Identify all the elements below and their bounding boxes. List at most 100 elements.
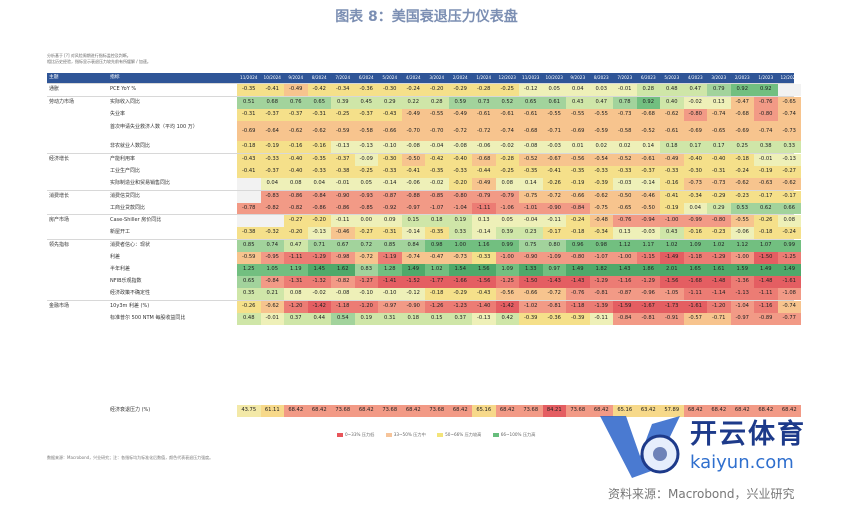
value-cell: -0.33 <box>448 165 472 178</box>
value-cell: 0.18 <box>401 312 425 325</box>
value-cell: -0.30 <box>378 84 402 96</box>
value-cell: 0.92 <box>730 84 754 96</box>
value-cell: -0.59 <box>237 252 261 265</box>
value-cell: -0.23 <box>707 227 731 240</box>
value-cell: -0.24 <box>401 84 425 96</box>
value-cell: 1.09 <box>683 240 707 253</box>
value-cell: 0.72 <box>354 240 378 253</box>
value-cell: 0.80 <box>542 240 566 253</box>
pressure-cell: 68.42 <box>448 405 472 417</box>
value-cell: 0.08 <box>777 215 801 228</box>
value-cell: 1.43 <box>613 264 637 277</box>
row-indicator: 利差 <box>110 254 121 261</box>
value-cell: -0.20 <box>425 84 449 96</box>
value-cell: -0.90 <box>542 202 566 215</box>
value-cell: -1.43 <box>566 276 590 289</box>
legend-swatch-mid <box>385 433 392 437</box>
value-cell: -0.01 <box>613 84 637 96</box>
value-cell: -0.85 <box>425 190 449 203</box>
value-cell: -0.44 <box>472 165 496 178</box>
value-cell: 1.56 <box>472 264 496 277</box>
value-cell: 0.65 <box>237 276 261 289</box>
value-cell: 0.09 <box>378 215 402 228</box>
value-cell: 0.14 <box>519 177 543 190</box>
value-cell: -0.98 <box>331 252 355 265</box>
pressure-cell: 68.42 <box>589 405 613 417</box>
value-cell: 1.49 <box>777 264 801 277</box>
value-cell: -0.58 <box>613 120 637 141</box>
header-month: 10/2023 <box>545 75 563 80</box>
value-cell: -1.67 <box>636 301 660 313</box>
value-cell: -0.09 <box>354 153 378 166</box>
value-cell: -0.29 <box>448 84 472 96</box>
value-cell: -0.29 <box>707 190 731 203</box>
value-cell: -1.29 <box>707 252 731 265</box>
value-cell: -0.89 <box>754 312 778 325</box>
value-cell: -0.19 <box>566 177 590 190</box>
value-cell: -0.88 <box>401 190 425 203</box>
row-indicator: 消费者信心：现状 <box>110 242 151 249</box>
value-cell: -0.80 <box>754 108 778 121</box>
table-row: 劳动力市场 实际收入同比 0.51 0.68 0.76 0.65 0.39 0.45 0.29 0… <box>47 95 801 109</box>
value-cell <box>237 190 261 203</box>
value-cell: -0.35 <box>237 84 261 96</box>
watermark-logo-icon <box>600 416 680 478</box>
value-cell: 1.62 <box>331 264 355 277</box>
value-cell: -0.71 <box>707 312 731 325</box>
row-indicator: 实际收入同比 <box>110 98 141 105</box>
table-row: 房产市场 Case-Shiller 房价同比 -0.27 -0.20 -0.11 0.00… <box>47 214 801 228</box>
value-cell: -0.87 <box>613 288 637 300</box>
value-cell: -0.28 <box>495 153 519 166</box>
value-cell: -0.65 <box>707 120 731 141</box>
value-cell: -0.40 <box>707 153 731 166</box>
value-cell: -1.01 <box>519 202 543 215</box>
value-cell: -0.73 <box>613 108 637 121</box>
value-cell: 0.44 <box>307 312 331 325</box>
value-cell: -0.19 <box>754 165 778 178</box>
table-row: 金融市场 10y3m 利差 (%) -0.26 -0.62 -1.20 -1.42 -1.1… <box>47 300 801 313</box>
value-cell: -0.46 <box>331 227 355 240</box>
value-cell: -0.63 <box>754 177 778 190</box>
value-cell: -0.62 <box>284 120 308 141</box>
value-cell: 0.29 <box>707 202 731 215</box>
header-month: 11/2023 <box>522 75 540 80</box>
value-cell: -1.16 <box>613 276 637 289</box>
value-cell: -0.33 <box>260 153 284 166</box>
value-cell: -0.73 <box>777 120 801 141</box>
value-cell: 0.29 <box>378 96 402 109</box>
pressure-cell: 84.21 <box>542 405 566 417</box>
value-cell: -1.02 <box>519 301 543 313</box>
value-cell: 1.86 <box>636 264 660 277</box>
value-cell: -0.04 <box>519 215 543 228</box>
value-cell: 1.16 <box>472 240 496 253</box>
value-cell: -0.36 <box>354 84 378 96</box>
value-cell: 1.25 <box>237 264 261 277</box>
value-cell: -0.08 <box>519 140 543 153</box>
value-cell: -0.84 <box>260 276 284 289</box>
value-cell: -1.07 <box>589 252 613 265</box>
value-cell: -0.93 <box>354 190 378 203</box>
value-cell: -1.42 <box>307 301 331 313</box>
value-cell: -0.66 <box>519 288 543 300</box>
value-cell: -0.37 <box>284 108 308 121</box>
value-cell: -0.13 <box>307 227 331 240</box>
value-cell: -0.14 <box>472 227 496 240</box>
value-cell: 0.65 <box>519 96 543 109</box>
value-cell: -0.01 <box>260 312 284 325</box>
value-cell: -0.72 <box>354 252 378 265</box>
value-cell: 0.21 <box>260 288 284 300</box>
value-cell: -0.08 <box>331 288 355 300</box>
value-cell: -0.24 <box>777 227 801 240</box>
value-cell: 0.99 <box>777 240 801 253</box>
table-row: 标准普尔 500 NTM 每股收益同比 0.48 -0.01 0.37 0.44 0.54… <box>47 312 801 325</box>
pressure-cell: 68.42 <box>754 405 778 417</box>
value-cell: -1.19 <box>378 252 402 265</box>
value-cell: 0.33 <box>448 227 472 240</box>
value-cell: -0.49 <box>448 108 472 121</box>
header-month: 3/2023 <box>711 75 727 80</box>
value-cell: -0.87 <box>378 190 402 203</box>
legend-swatch-low <box>492 433 499 437</box>
value-cell: -0.49 <box>284 84 308 96</box>
value-cell: -0.13 <box>331 140 355 153</box>
value-cell: -1.59 <box>613 301 637 313</box>
